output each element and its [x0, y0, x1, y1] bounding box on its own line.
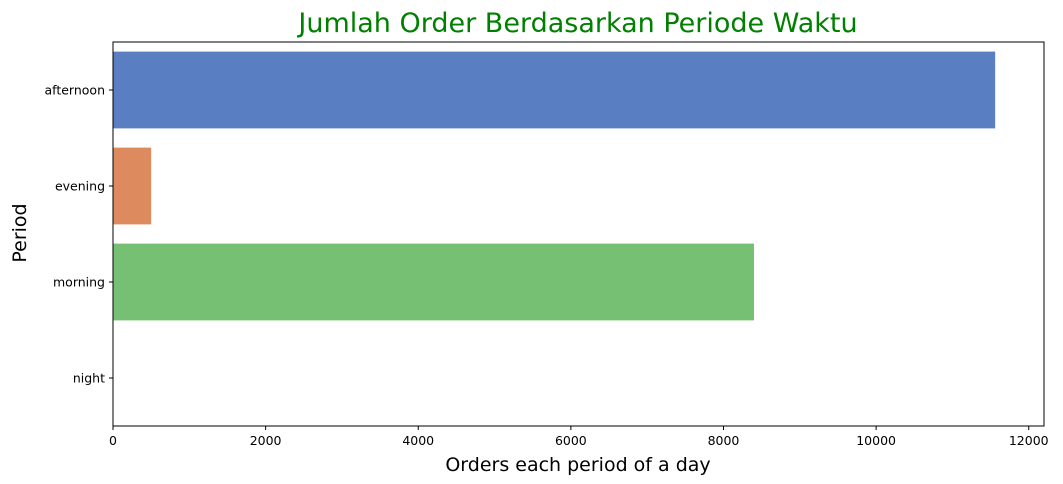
plot-frame: [112, 41, 1045, 427]
x-tick-label: 12000: [1009, 433, 1049, 448]
chart-title: Jumlah Order Berdasarkan Periode Waktu: [296, 8, 857, 39]
y-tick-label: evening: [55, 179, 105, 194]
x-tick-label: 2000: [250, 433, 282, 448]
bar-evening: [113, 147, 152, 225]
y-tick-label: morning: [53, 275, 105, 290]
bar-morning: [113, 243, 755, 321]
y-axis-ticks: afternoon evening morning night: [45, 83, 113, 386]
x-tick-label: 10000: [856, 433, 896, 448]
bar-afternoon: [113, 51, 996, 129]
y-axis-label: Period: [9, 203, 31, 262]
x-axis-ticks: 0 2000 4000 6000 8000 10000 12000: [109, 426, 1049, 448]
x-tick-label: 0: [109, 433, 117, 448]
y-tick-label: afternoon: [45, 83, 106, 98]
x-tick-label: 8000: [708, 433, 740, 448]
bars-group: [113, 51, 996, 321]
y-tick-label: night: [73, 371, 105, 386]
x-tick-label: 4000: [402, 433, 434, 448]
x-tick-label: 6000: [555, 433, 587, 448]
x-axis-label: Orders each period of a day: [445, 454, 710, 476]
